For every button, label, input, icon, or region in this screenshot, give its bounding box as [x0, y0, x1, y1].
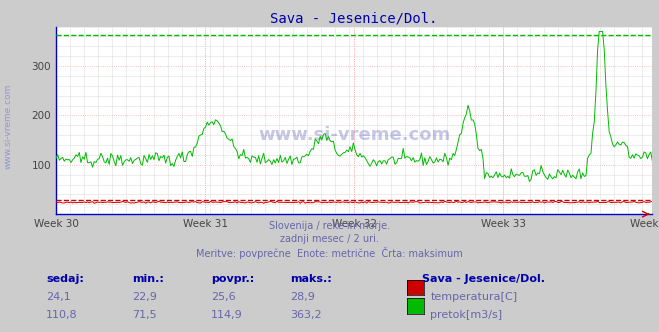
Text: 71,5: 71,5 — [132, 310, 156, 320]
Text: 110,8: 110,8 — [46, 310, 78, 320]
Text: 22,9: 22,9 — [132, 292, 157, 302]
Text: www.si-vreme.com: www.si-vreme.com — [3, 83, 13, 169]
Text: Sava - Jesenice/Dol.: Sava - Jesenice/Dol. — [422, 274, 545, 284]
Title: Sava - Jesenice/Dol.: Sava - Jesenice/Dol. — [270, 11, 438, 25]
Text: sedaj:: sedaj: — [46, 274, 84, 284]
Text: 24,1: 24,1 — [46, 292, 71, 302]
Text: 363,2: 363,2 — [290, 310, 322, 320]
Text: 114,9: 114,9 — [211, 310, 243, 320]
Text: povpr.:: povpr.: — [211, 274, 254, 284]
Text: pretok[m3/s]: pretok[m3/s] — [430, 310, 502, 320]
Text: 25,6: 25,6 — [211, 292, 235, 302]
Text: zadnji mesec / 2 uri.: zadnji mesec / 2 uri. — [280, 234, 379, 244]
Text: temperatura[C]: temperatura[C] — [430, 292, 517, 302]
Text: Slovenija / reke in morje.: Slovenija / reke in morje. — [269, 221, 390, 231]
Text: min.:: min.: — [132, 274, 163, 284]
Text: www.si-vreme.com: www.si-vreme.com — [258, 126, 450, 144]
Text: 28,9: 28,9 — [290, 292, 315, 302]
Text: Meritve: povprečne  Enote: metrične  Črta: maksimum: Meritve: povprečne Enote: metrične Črta:… — [196, 247, 463, 259]
Text: maks.:: maks.: — [290, 274, 331, 284]
